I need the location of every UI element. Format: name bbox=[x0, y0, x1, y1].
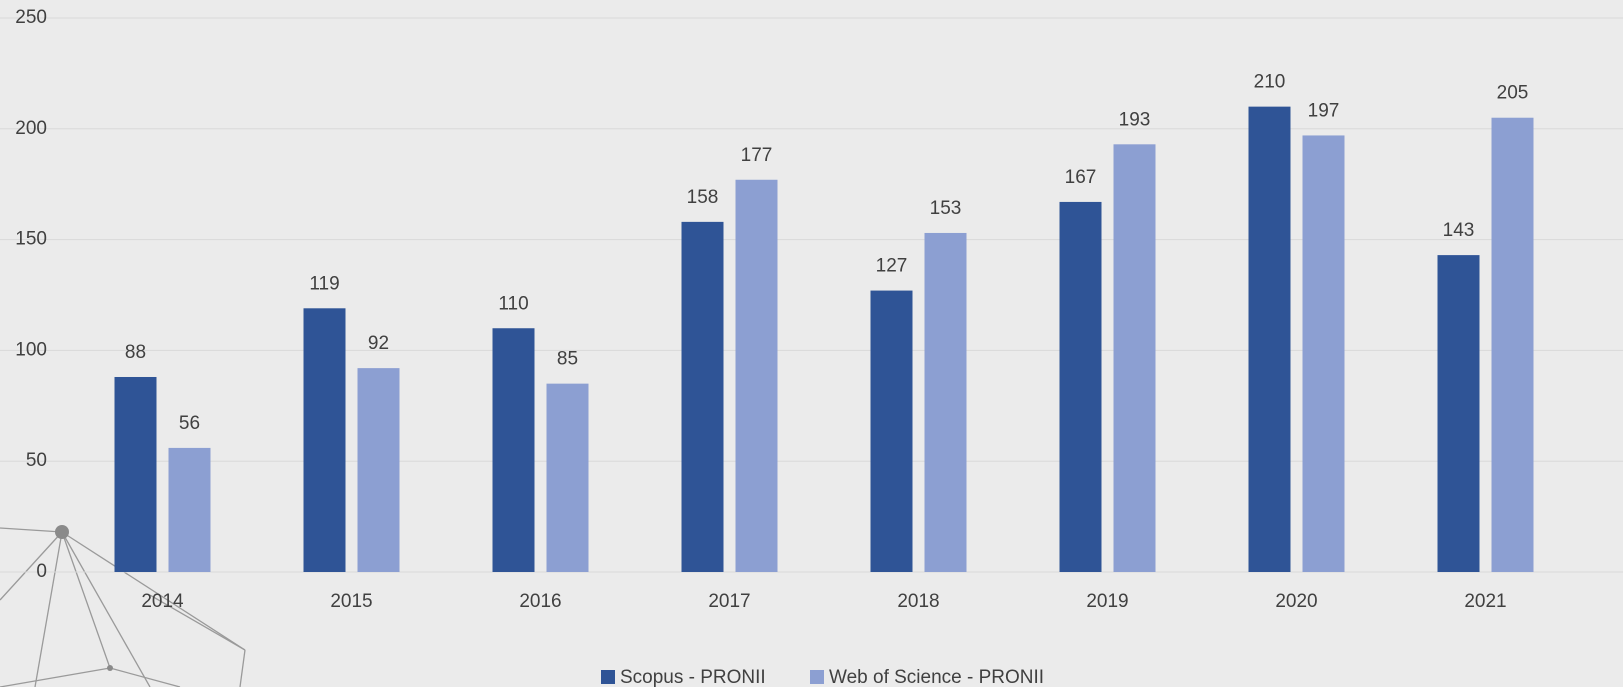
bar bbox=[682, 222, 724, 572]
data-label: 56 bbox=[179, 413, 200, 434]
bar bbox=[358, 368, 400, 572]
bar bbox=[1303, 135, 1345, 572]
bar bbox=[1114, 144, 1156, 572]
y-tick-label: 250 bbox=[15, 7, 47, 28]
legend-swatch bbox=[601, 670, 615, 684]
y-tick-label: 0 bbox=[36, 561, 47, 582]
data-label: 92 bbox=[368, 333, 389, 354]
x-tick-label: 2017 bbox=[708, 591, 750, 612]
x-tick-label: 2019 bbox=[1086, 591, 1128, 612]
data-label: 153 bbox=[930, 198, 962, 219]
x-tick-label: 2015 bbox=[330, 591, 372, 612]
background bbox=[0, 0, 1623, 687]
bar bbox=[547, 384, 589, 572]
bar bbox=[169, 448, 211, 572]
bar bbox=[1492, 118, 1534, 572]
bar bbox=[1060, 202, 1102, 572]
data-label: 193 bbox=[1119, 109, 1151, 130]
legend-swatch bbox=[810, 670, 824, 684]
bar bbox=[871, 291, 913, 572]
bar bbox=[493, 328, 535, 572]
data-label: 119 bbox=[309, 273, 339, 294]
legend-label: Web of Science - PRONII bbox=[829, 667, 1044, 687]
x-tick-label: 2018 bbox=[897, 591, 939, 612]
data-label: 110 bbox=[498, 293, 528, 314]
data-label: 158 bbox=[687, 187, 719, 208]
data-label: 197 bbox=[1308, 100, 1340, 121]
bar bbox=[1438, 255, 1480, 572]
x-tick-label: 2020 bbox=[1275, 591, 1317, 612]
y-tick-label: 100 bbox=[15, 339, 47, 360]
chart: 0 50 100 150 200 250 2014 88 56 2015 119 92 2016 110 8… bbox=[0, 0, 1623, 687]
data-label: 127 bbox=[876, 256, 908, 277]
y-tick-label: 200 bbox=[15, 118, 47, 139]
data-label: 143 bbox=[1443, 220, 1475, 241]
bar bbox=[115, 377, 157, 572]
x-tick-label: 2016 bbox=[519, 591, 561, 612]
data-label: 177 bbox=[741, 145, 773, 166]
data-label: 210 bbox=[1254, 72, 1286, 93]
bar bbox=[1249, 107, 1291, 572]
x-tick-label: 2014 bbox=[141, 591, 184, 612]
data-label: 85 bbox=[557, 349, 578, 370]
bar bbox=[925, 233, 967, 572]
legend-label: Scopus - PRONII bbox=[620, 667, 766, 687]
data-label: 167 bbox=[1065, 167, 1097, 188]
bar bbox=[304, 308, 346, 572]
y-tick-label: 150 bbox=[15, 229, 47, 250]
x-tick-label: 2021 bbox=[1464, 591, 1506, 612]
data-label: 205 bbox=[1497, 83, 1529, 104]
data-label: 88 bbox=[125, 342, 146, 363]
y-tick-label: 50 bbox=[26, 450, 47, 471]
bar bbox=[736, 180, 778, 572]
